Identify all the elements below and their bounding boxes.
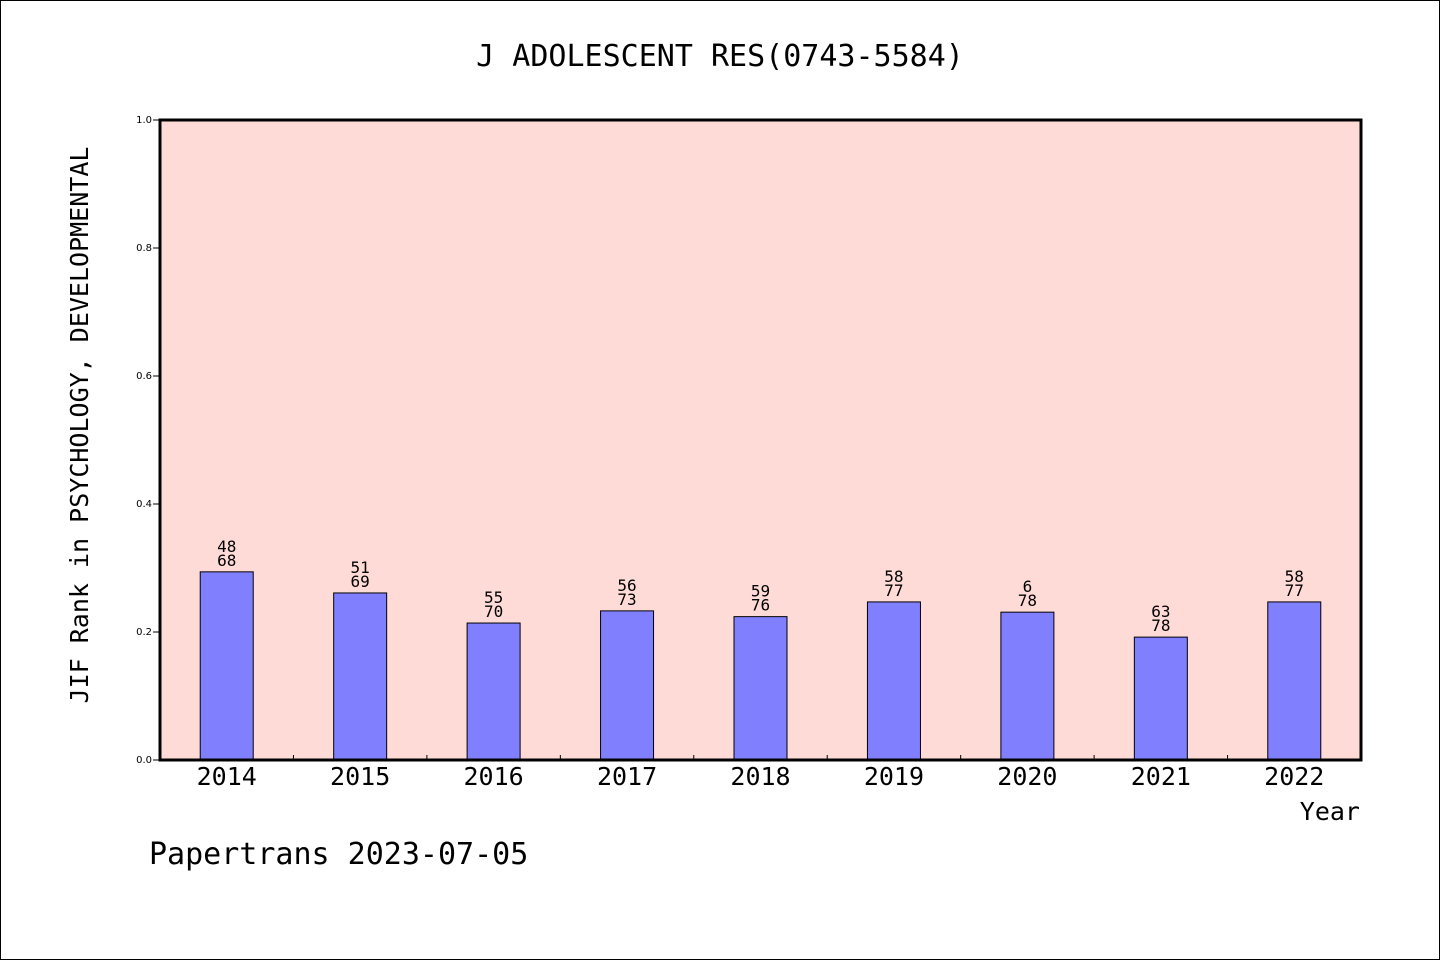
bar-label-total-2016: 70 <box>484 602 503 621</box>
bar-label-rank-2019: 58 <box>884 567 903 586</box>
bars <box>199 571 1322 761</box>
bar-label-rank-2022: 58 <box>1285 567 1304 586</box>
y-tick-label: 0.6 <box>136 371 152 382</box>
bar-2022 <box>1267 601 1322 761</box>
x-tick-label-2014: 2014 <box>197 762 257 791</box>
bar-label-total-2022: 77 <box>1285 581 1304 600</box>
chart-title: J ADOLESCENT RES(0743-5584) <box>476 39 964 74</box>
bar-label-rank-2017: 56 <box>617 576 636 595</box>
bar-label-rank-2021: 63 <box>1151 602 1170 621</box>
plot-border <box>158 118 1363 762</box>
bar-2018 <box>733 616 788 761</box>
bar-label-rank-2015: 51 <box>351 558 370 577</box>
bar-2016 <box>466 622 521 761</box>
bar-label-rank-2020: 6 <box>1023 577 1033 596</box>
y-tick-label: 1.0 <box>136 115 152 126</box>
x-tick-label-2016: 2016 <box>464 762 524 791</box>
bar-2015 <box>333 592 388 761</box>
bar-label-rank-2014: 48 <box>217 537 236 556</box>
y-tick-label: 0.0 <box>136 755 152 766</box>
bar-label-total-2019: 77 <box>884 581 903 600</box>
x-axis-ticks: 2014 2015 2016 2017 2018 2019 2020 2021 2022 <box>197 755 1324 791</box>
x-tick-label-2020: 2020 <box>997 762 1057 791</box>
x-axis-label: Year <box>1300 797 1360 826</box>
x-tick-label-2021: 2021 <box>1131 762 1191 791</box>
y-axis-ticks: 0.0 0.2 0.4 0.6 0.8 1.0 <box>136 115 160 766</box>
bar-label-rank-2018: 59 <box>751 582 770 601</box>
bar-label-total-2020: 78 <box>1018 591 1037 610</box>
bar-label-total-2014: 68 <box>217 551 236 570</box>
x-tick-label-2022: 2022 <box>1264 762 1324 791</box>
bar-label-total-2017: 73 <box>617 590 636 609</box>
bar-label-total-2015: 69 <box>351 572 370 591</box>
y-tick-label: 0.2 <box>136 627 152 638</box>
x-tick-label-2019: 2019 <box>864 762 924 791</box>
footer-credit: Papertrans 2023-07-05 <box>149 837 528 872</box>
x-tick-label-2018: 2018 <box>730 762 790 791</box>
bar-2020 <box>1000 611 1055 761</box>
bar-2021 <box>1133 636 1188 761</box>
bar-2019 <box>866 601 921 761</box>
bar-2014 <box>199 571 254 761</box>
bar-2017 <box>600 610 655 761</box>
bar-label-total-2021: 78 <box>1151 616 1170 635</box>
x-tick-label-2017: 2017 <box>597 762 657 791</box>
x-tick-label-2015: 2015 <box>330 762 390 791</box>
bar-label-rank-2016: 55 <box>484 588 503 607</box>
y-axis-label: JIF Rank in PSYCHOLOGY, DEVELOPMENTAL <box>65 147 94 704</box>
bar-label-total-2018: 76 <box>751 596 770 615</box>
y-tick-label: 0.4 <box>136 499 152 510</box>
y-tick-label: 0.8 <box>136 243 152 254</box>
